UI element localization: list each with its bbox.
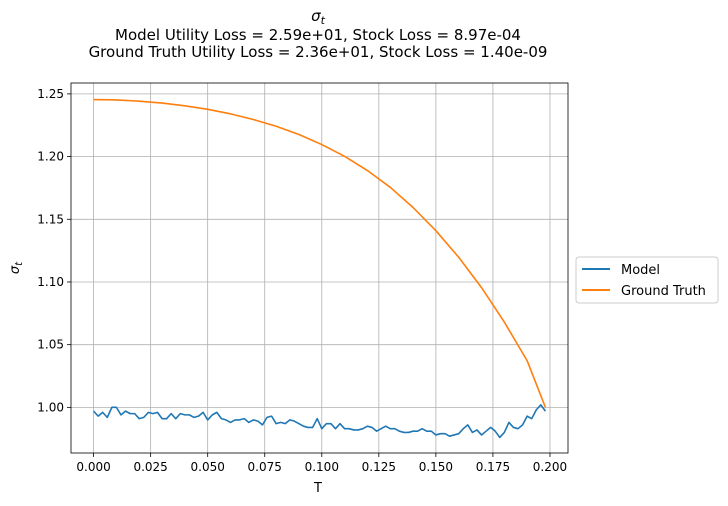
- x-tick-label: 0.150: [419, 460, 453, 474]
- x-tick-label: 0.000: [76, 460, 110, 474]
- y-axis-label-symbol: σ: [8, 265, 23, 274]
- series-line-model: [92, 404, 547, 439]
- x-tick-label: 0.175: [476, 460, 510, 474]
- y-tick-label: 1.15: [37, 212, 64, 226]
- y-tick-label: 1.10: [37, 275, 64, 289]
- x-tick-label: 0.125: [362, 460, 396, 474]
- y-tick-label: 1.05: [37, 338, 64, 352]
- y-axis-label-subscript: t: [14, 261, 25, 266]
- legend-label-model: Model: [621, 263, 660, 278]
- legend-label-ground-truth: Ground Truth: [621, 284, 706, 299]
- y-tick-label: 1.20: [37, 150, 64, 164]
- legend: Model Ground Truth: [575, 256, 719, 304]
- y-tick-label: 1.00: [37, 400, 64, 414]
- chart-title: σt: [311, 7, 326, 27]
- x-tick-label: 0.100: [305, 460, 339, 474]
- x-axis-label: T: [313, 481, 322, 496]
- x-tick-label: 0.025: [133, 460, 167, 474]
- series-lines: [92, 98, 547, 439]
- y-axis-ticks: 1.00 1.05 1.10 1.15 1.20 1.25: [37, 87, 71, 414]
- x-tick-label: 0.200: [533, 460, 567, 474]
- chart-subtitle-line-2: Ground Truth Utility Loss = 2.36e+01, St…: [89, 43, 548, 61]
- y-axis-label: σt: [8, 261, 25, 274]
- chart-title-subscript: t: [321, 14, 326, 27]
- x-tick-label: 0.050: [191, 460, 225, 474]
- series-line-ground-truth: [93, 98, 547, 408]
- grid: [71, 83, 568, 453]
- x-tick-label: 0.075: [248, 460, 282, 474]
- y-tick-label: 1.25: [37, 87, 64, 101]
- plot-frame: [70, 82, 569, 454]
- x-axis-ticks: 0.000 0.025 0.050 0.075 0.100 0.125 0.150 0.175…: [76, 453, 567, 474]
- chart-title-symbol: σ: [311, 7, 321, 25]
- chart-subtitle-line-1: Model Utility Loss = 2.59e+01, Stock Los…: [115, 26, 521, 44]
- legend-box: [575, 256, 719, 304]
